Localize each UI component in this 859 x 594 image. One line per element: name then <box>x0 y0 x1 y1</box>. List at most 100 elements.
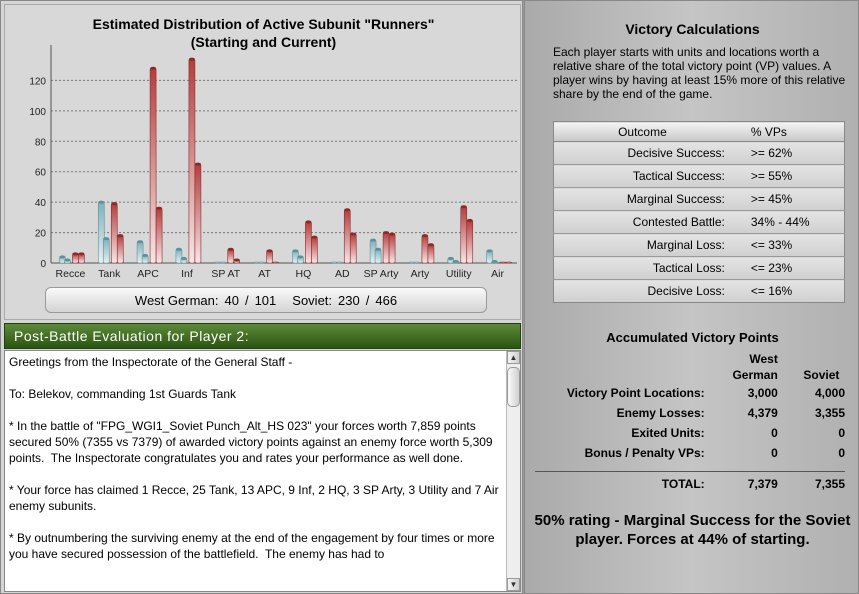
scroll-thumb[interactable] <box>507 367 520 407</box>
bar-sp-at-s1 <box>219 261 227 264</box>
vp-label: Victory Point Locations: <box>566 386 705 400</box>
bar-utility-s3 <box>466 220 474 264</box>
x-tick-label: APC <box>137 268 159 280</box>
bar-cap <box>311 235 318 239</box>
outcome-vps: <= 23% <box>730 256 845 280</box>
bar-cap <box>375 247 382 251</box>
bar-cap <box>142 253 149 257</box>
evaluation-text: Greetings from the Inspectorate of the G… <box>9 354 505 578</box>
x-tick-label: Recce <box>56 268 86 280</box>
bar-apc-s2 <box>149 67 157 264</box>
chart-title-line: Estimated Distribution of Active Subunit… <box>92 16 435 32</box>
vp-row: Bonus / Penalty VPs: 0 0 <box>535 443 845 463</box>
outcome-row: Decisive Success: >= 62% <box>553 141 845 165</box>
bar-cap <box>266 249 273 253</box>
left-panel: Estimated Distribution of Active Subunit… <box>0 0 523 594</box>
outcome-label: Marginal Success: <box>553 187 731 211</box>
bar-cap <box>194 162 201 166</box>
west-col-header: West German <box>732 352 778 382</box>
bar-air-s2 <box>499 261 506 264</box>
bar-inf-s3 <box>194 163 202 264</box>
eval-paragraph: To: Belekov, commanding 1st Guards Tank <box>9 387 237 401</box>
soviet-current: 230 <box>338 292 360 308</box>
bar-sp-arty-s3 <box>388 233 396 264</box>
bar-cap <box>72 252 79 256</box>
outcome-vps: <= 33% <box>730 233 845 257</box>
vp-west: 0 <box>771 426 778 440</box>
accumulated-title: Accumulated Victory Points <box>606 330 779 345</box>
bar-cap <box>233 258 240 262</box>
right-panel: Victory Calculations Each player starts … <box>524 0 859 594</box>
bar-ad-s1 <box>335 261 343 264</box>
x-tick-label: Arty <box>411 268 430 280</box>
west-sep: / <box>244 292 249 308</box>
bar-cap <box>466 218 473 222</box>
bar-cap <box>78 252 85 256</box>
bar-at-s1 <box>258 261 265 264</box>
x-tick-label: AD <box>335 268 350 280</box>
bar-cap <box>98 200 105 204</box>
result-summary: 50% rating - Marginal Success for the So… <box>534 512 851 548</box>
outcome-row: Marginal Loss: <= 33% <box>553 233 845 257</box>
west-label: West German: <box>134 292 219 308</box>
bar-arty-s2 <box>421 235 429 264</box>
outcome-row: Decisive Loss: <= 16% <box>553 279 845 303</box>
y-tick-label: 100 <box>29 107 46 118</box>
vp-soviet: 0 <box>838 446 845 460</box>
x-tick-label: HQ <box>296 268 312 280</box>
soviet-sep: / <box>365 292 370 308</box>
x-tick-label: Utility <box>446 268 472 280</box>
x-tick-label: Inf <box>181 268 193 280</box>
vp-soviet: 4,000 <box>814 386 845 400</box>
x-tick-label: Tank <box>98 268 121 280</box>
evaluation-header: Post-Battle Evaluation for Player 2: <box>4 323 521 349</box>
bar-cap <box>156 206 163 210</box>
bar-hq-s2 <box>305 221 312 264</box>
outcome-vps: 34% - 44% <box>730 210 845 234</box>
bar-tank-s1 <box>102 238 110 264</box>
soviet-label: Soviet: <box>292 292 333 308</box>
bar-utility-s2 <box>460 206 468 264</box>
y-tick-label: 60 <box>35 168 47 179</box>
bar-cap <box>188 57 195 61</box>
y-tick-label: 20 <box>35 229 47 240</box>
bar-cap <box>389 232 396 236</box>
vp-row: Victory Point Locations: 3,000 4,000 <box>535 383 845 403</box>
evaluation-textbox[interactable]: Greetings from the Inspectorate of the G… <box>4 350 521 592</box>
bar-cap <box>421 234 428 238</box>
bar-at-s2 <box>266 250 273 264</box>
evaluation-scrollbar[interactable]: ▲ ▼ <box>506 351 520 591</box>
total-label: TOTAL: <box>535 470 711 497</box>
x-tick-label: SP AT <box>211 268 240 280</box>
scroll-up-button[interactable]: ▲ <box>507 351 520 364</box>
vp-label: Exited Units: <box>631 426 705 440</box>
outcome-label: Tactical Loss: <box>553 256 731 280</box>
outcome-row: Tactical Loss: <= 23% <box>553 256 845 280</box>
bar-cap <box>491 259 498 263</box>
scroll-down-button[interactable]: ▼ <box>507 578 520 591</box>
bar-tank-s2 <box>110 203 118 264</box>
x-tick-label: SP Arty <box>364 268 400 280</box>
bar-cap <box>175 247 182 251</box>
soviet-start: 466 <box>375 292 398 308</box>
outcome-vps: <= 16% <box>730 279 845 303</box>
outcome-label: Tactical Success: <box>553 164 731 188</box>
eval-paragraph: * Your force has claimed 1 Recce, 25 Tan… <box>9 483 502 513</box>
outcome-vps: >= 62% <box>730 141 845 165</box>
bar-inf-s2 <box>188 58 196 264</box>
chart-title: Estimated Distribution of Active Subunit… <box>5 15 522 51</box>
chart-plot: 0 20 40 60 80 100 120 Recce Tank APC Inf SP AT AT HQ A… <box>29 45 517 280</box>
bar-cap <box>292 249 299 253</box>
outcome-vps: >= 55% <box>730 164 845 188</box>
eval-paragraph: * By outnumbering the surviving enemy at… <box>9 531 498 561</box>
y-tick-label: 0 <box>40 259 46 270</box>
bar-cap <box>305 220 312 224</box>
bar-cap <box>427 243 434 247</box>
eval-paragraph: Greetings from the Inspectorate of the G… <box>9 355 293 369</box>
bar-tank-s3 <box>116 235 124 264</box>
total-west: 7,379 <box>710 470 778 497</box>
vp-label: Bonus / Penalty VPs: <box>584 446 705 460</box>
bar-air-s3 <box>505 261 512 264</box>
vp-row: Enemy Losses: 4,379 3,355 <box>535 403 845 423</box>
outcome-label: Contested Battle: <box>553 210 731 234</box>
